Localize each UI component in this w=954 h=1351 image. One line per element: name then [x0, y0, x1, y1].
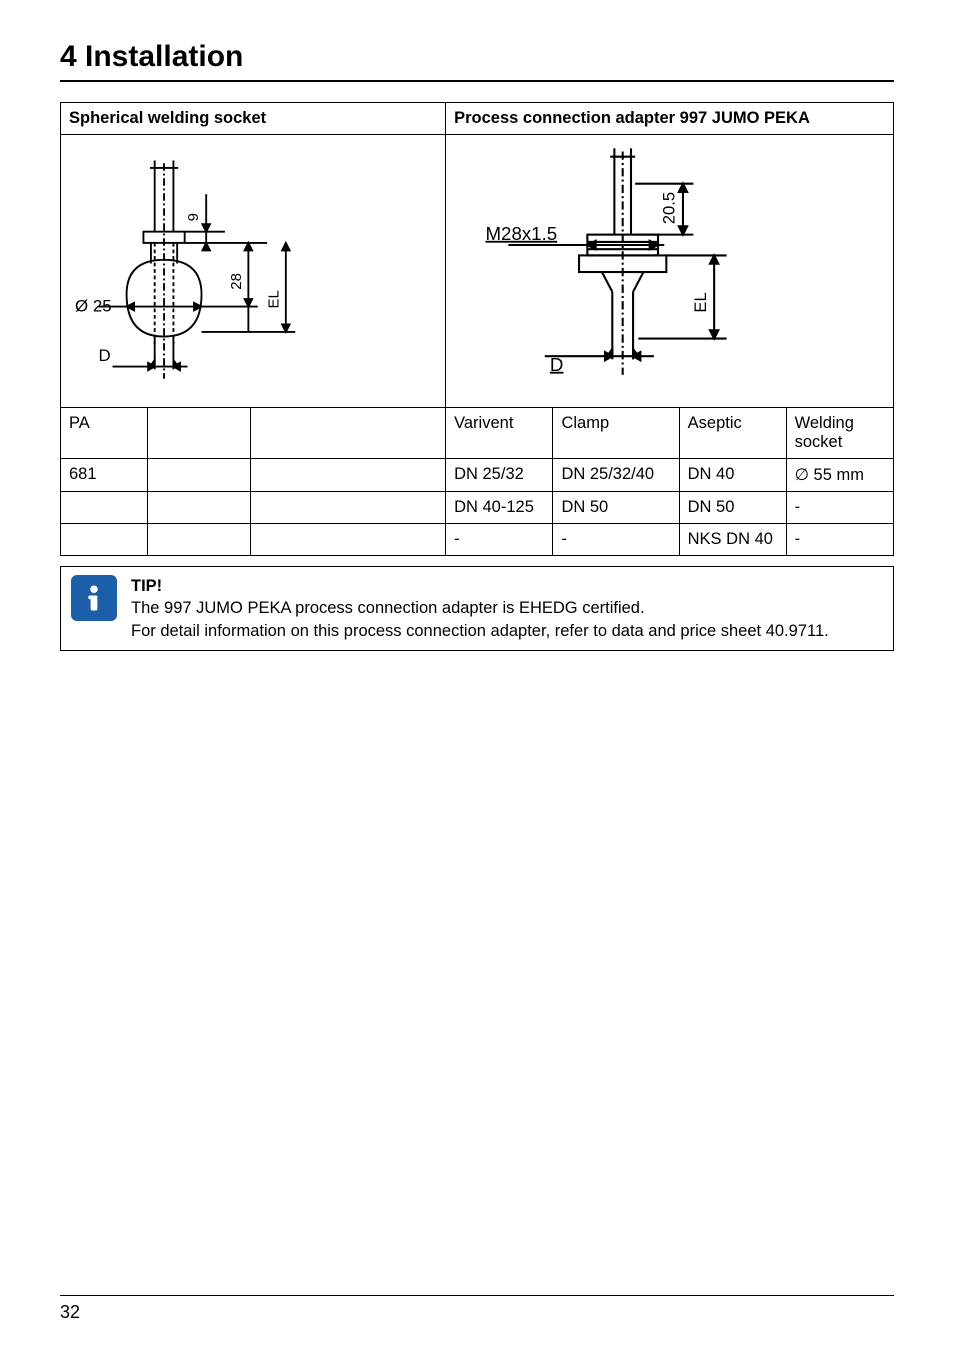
table-cell: [147, 524, 250, 556]
table-cell: [61, 524, 148, 556]
table-header-left: Spherical welding socket: [61, 103, 446, 135]
table-cell: DN 50: [553, 492, 679, 524]
table-cell: [250, 524, 446, 556]
table-cell: DN 25/32/40: [553, 459, 679, 492]
table-cell: DN 40-125: [446, 492, 553, 524]
table-header-right: Process connection adapter 997 JUMO PEKA: [446, 103, 894, 135]
table-row: - - NKS DN 40 -: [61, 524, 894, 556]
table-cell: DN 50: [679, 492, 786, 524]
table-cell: [147, 408, 250, 459]
diagram-label: EL: [691, 292, 710, 312]
diagram-label: 9: [185, 213, 202, 221]
page-number: 32: [60, 1302, 894, 1323]
table-row: DN 40-125 DN 50 DN 50 -: [61, 492, 894, 524]
table-cell: PA: [61, 408, 148, 459]
table-header-row: Spherical welding socket Process connect…: [61, 103, 894, 135]
table-cell: -: [553, 524, 679, 556]
page-footer: 32: [60, 1295, 894, 1323]
diagram-label: D: [98, 346, 110, 365]
tip-line: For detail information on this process c…: [131, 622, 829, 640]
diagram-label: 20.5: [660, 192, 679, 224]
heading-rule: [60, 80, 894, 82]
info-icon: [71, 575, 117, 621]
diagram-label: 28: [228, 273, 245, 290]
table-cell: -: [786, 492, 893, 524]
diagram-label: D: [550, 354, 564, 375]
table-cell: DN 40: [679, 459, 786, 492]
table-cell: -: [446, 524, 553, 556]
diagram-label: M28x1.5: [486, 223, 558, 244]
diagram-label: Ø 25: [75, 296, 112, 315]
diagram-label: EL: [265, 290, 282, 308]
tip-line: The 997 JUMO PEKA process connection ada…: [131, 599, 645, 617]
tip-text: TIP! The 997 JUMO PEKA process connectio…: [131, 575, 883, 642]
welding-socket-svg: Ø 25 D 9 28 EL: [61, 135, 445, 407]
table-cell: [61, 492, 148, 524]
table-cell: [147, 459, 250, 492]
table-cell: [147, 492, 250, 524]
table-cell: [250, 459, 446, 492]
table-cell: DN 25/32: [446, 459, 553, 492]
table-cell: [250, 492, 446, 524]
table-cell: Aseptic: [679, 408, 786, 459]
table-cell: NKS DN 40: [679, 524, 786, 556]
table-cell: Varivent: [446, 408, 553, 459]
footer-rule: [60, 1295, 894, 1296]
table-cell: -: [786, 524, 893, 556]
table-cell: Welding socket: [786, 408, 893, 459]
section-heading: 4 Installation: [60, 40, 894, 74]
spherical-welding-socket-diagram: Ø 25 D 9 28 EL: [61, 135, 446, 408]
peka-adapter-diagram: M28x1.5 D 20.5 EL: [446, 135, 894, 408]
table-cell: 681: [61, 459, 148, 492]
table-cell: [250, 408, 446, 459]
table-row: 681 DN 25/32 DN 25/32/40 DN 40 ∅ 55 mm: [61, 459, 894, 492]
page: 4 Installation Spherical welding socket …: [0, 0, 954, 1351]
tip-title: TIP!: [131, 577, 162, 595]
table-cell: ∅ 55 mm: [786, 459, 893, 492]
dimensions-table: Spherical welding socket Process connect…: [60, 102, 894, 556]
table-cell: Clamp: [553, 408, 679, 459]
tip-box: TIP! The 997 JUMO PEKA process connectio…: [60, 566, 894, 651]
table-subheader-row: PA Varivent Clamp Aseptic Welding socket: [61, 408, 894, 459]
peka-adapter-svg: M28x1.5 D 20.5 EL: [446, 135, 893, 407]
diagram-row: Ø 25 D 9 28 EL: [61, 135, 894, 408]
